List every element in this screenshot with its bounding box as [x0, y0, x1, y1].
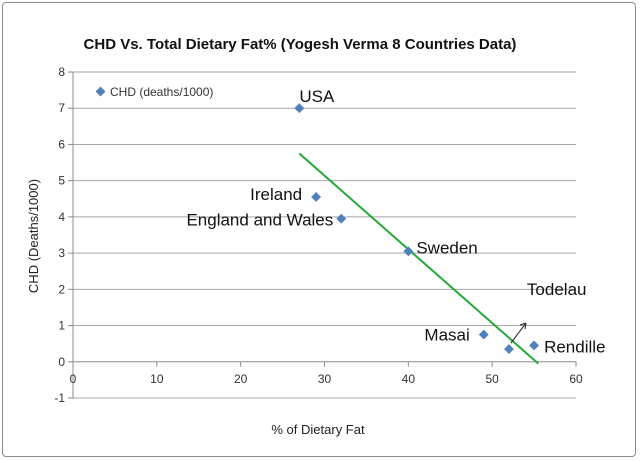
legend: CHD (deaths/1000) — [95, 85, 213, 99]
axes — [68, 71, 577, 399]
legend-label: CHD (deaths/1000) — [110, 85, 213, 99]
point-label-ireland: Ireland — [250, 185, 302, 204]
y-tick-label-2: 1 — [58, 319, 65, 333]
point-label-sweden: Sweden — [416, 238, 477, 257]
data-point-sweden — [403, 246, 414, 257]
trendline-group — [298, 152, 539, 365]
x-axis-title: % of Dietary Fat — [271, 422, 365, 437]
annotation-group — [510, 322, 527, 344]
x-tick-label-2: 20 — [234, 372, 248, 386]
chart-title: CHD Vs. Total Dietary Fat% (Yogesh Verma… — [84, 36, 517, 53]
point-label-rendille: Rendille — [544, 337, 605, 356]
data-point-masai — [478, 329, 489, 340]
y-tick-label-9: 8 — [58, 65, 65, 79]
y-axis-title: CHD (Deaths/1000) — [26, 179, 41, 293]
y-tick-label-8: 7 — [58, 101, 65, 115]
y-tick-label-3: 2 — [58, 282, 65, 296]
x-tick-label-6: 60 — [569, 372, 583, 386]
x-tick-label-1: 10 — [150, 372, 164, 386]
point-labels: USA Ireland England and Wales Sweden Masai To… — [186, 87, 605, 356]
chart-frame — [2, 2, 636, 457]
data-point-ireland — [311, 192, 322, 202]
data-point-england-and-wales — [336, 213, 347, 224]
point-label-masai: Masai — [424, 326, 469, 345]
x-tick-label-4: 40 — [402, 372, 416, 386]
point-label-todelau: Todelau — [527, 280, 587, 299]
trendline — [298, 152, 539, 365]
data-point-todelau — [503, 344, 514, 355]
y-tick-label-0: -1 — [54, 391, 65, 405]
legend-marker — [95, 86, 106, 97]
point-label-england-and-wales: England and Wales — [186, 211, 333, 230]
x-tick-label-3: 30 — [318, 372, 332, 386]
point-label-usa: USA — [299, 87, 335, 106]
x-tick-label-5: 50 — [485, 372, 499, 386]
y-tick-label-5: 4 — [58, 210, 65, 224]
y-tick-label-6: 5 — [58, 174, 65, 188]
y-tick-labels: -1 0 1 2 3 4 5 6 7 8 — [54, 65, 65, 405]
y-tick-label-4: 3 — [58, 246, 65, 260]
x-tick-labels: 0 10 20 30 40 50 60 — [70, 372, 583, 386]
y-tick-label-1: 0 — [58, 355, 65, 369]
data-point-rendille — [529, 340, 540, 351]
annotation-arrow-line — [510, 322, 527, 344]
y-tick-label-7: 6 — [58, 137, 65, 151]
grid-lines — [73, 71, 576, 399]
annotation-arrow-head — [519, 322, 527, 330]
x-tick-label-0: 0 — [70, 372, 77, 386]
